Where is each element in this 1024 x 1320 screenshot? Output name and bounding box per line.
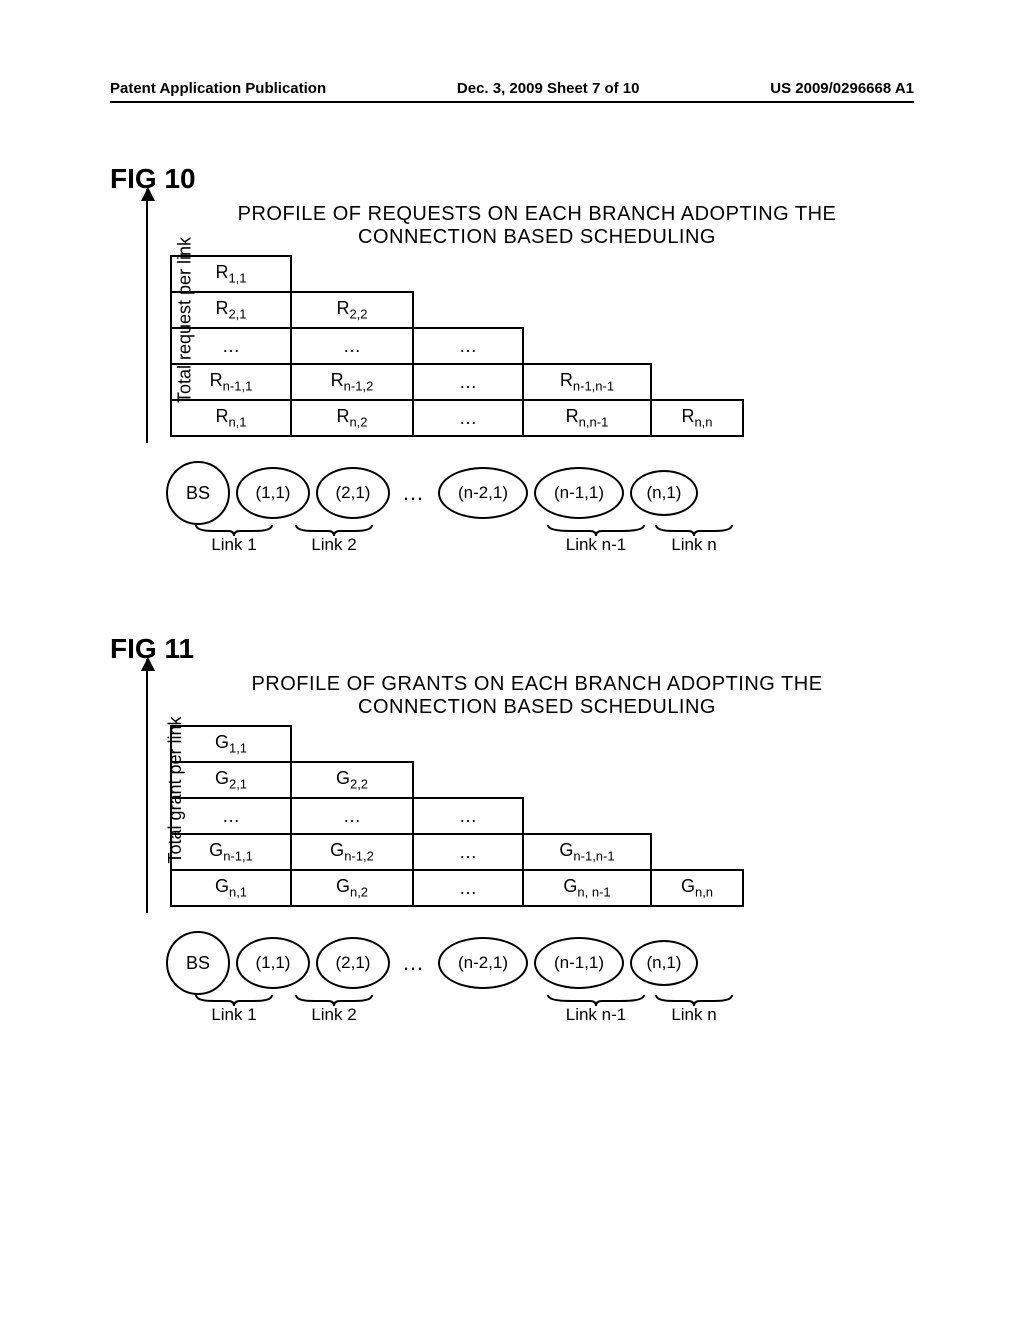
figure-10: FIG 10 PROFILE OF REQUESTS ON EACH BRANC… xyxy=(110,163,914,563)
table-cell: Gn,n xyxy=(651,870,743,906)
node: (n-2,1) xyxy=(438,937,528,989)
link-brace: Link 1 xyxy=(194,993,274,1025)
table-cell: … xyxy=(413,834,523,870)
node: (n,1) xyxy=(630,470,698,516)
node: (1,1) xyxy=(236,937,310,989)
table-cell: … xyxy=(413,328,523,364)
header-left: Patent Application Publication xyxy=(110,80,326,97)
node: (n-1,1) xyxy=(534,467,624,519)
link-brace: Link n xyxy=(654,523,734,555)
figure-11: FIG 11 PROFILE OF GRANTS ON EACH BRANCH … xyxy=(110,633,914,1033)
table-cell: Gn-1,1 xyxy=(171,834,291,870)
node: (1,1) xyxy=(236,467,310,519)
link-brace: Link n-1 xyxy=(546,993,646,1025)
table-cell: … xyxy=(413,798,523,834)
table-cell: Rn,2 xyxy=(291,400,413,436)
node: (n-1,1) xyxy=(534,937,624,989)
link-brace: Link 2 xyxy=(294,523,374,555)
table-cell: G2,2 xyxy=(291,762,413,798)
node: (2,1) xyxy=(316,937,390,989)
fig10-table: R1,1 R2,1 R2,2 … … … Rn-1,1 Rn-1,2 xyxy=(170,255,744,437)
header-center: Dec. 3, 2009 Sheet 7 of 10 xyxy=(457,80,640,97)
node: (2,1) xyxy=(316,467,390,519)
fig10-links: Link 1 Link 2 Link n-1 Link n xyxy=(166,523,914,563)
table-cell: Rn,1 xyxy=(171,400,291,436)
fig11-title: PROFILE OF GRANTS ON EACH BRANCH ADOPTIN… xyxy=(160,673,914,719)
fig11-ylabel: Total grant per link xyxy=(165,716,186,863)
node: (n,1) xyxy=(630,940,698,986)
link-brace: Link n-1 xyxy=(546,523,646,555)
node-bs: BS xyxy=(166,461,230,525)
table-cell: Gn-1,n-1 xyxy=(523,834,651,870)
node: (n-2,1) xyxy=(438,467,528,519)
table-cell: … xyxy=(413,364,523,400)
table-cell: … xyxy=(291,328,413,364)
fig10-label: FIG 10 xyxy=(110,163,914,195)
table-cell: … xyxy=(291,798,413,834)
table-cell: Rn-1,n-1 xyxy=(523,364,651,400)
fig10-ylabel: Total request per link xyxy=(175,237,196,403)
table-cell: Rn-1,2 xyxy=(291,364,413,400)
table-cell: Rn,n-1 xyxy=(523,400,651,436)
table-cell: … xyxy=(171,798,291,834)
table-cell: Gn,2 xyxy=(291,870,413,906)
table-cell: … xyxy=(413,400,523,436)
fig11-chart: PROFILE OF GRANTS ON EACH BRANCH ADOPTIN… xyxy=(110,673,914,907)
table-cell: R2,2 xyxy=(291,292,413,328)
table-cell: … xyxy=(413,870,523,906)
link-brace: Link 2 xyxy=(294,993,374,1025)
link-brace: Link n xyxy=(654,993,734,1025)
page-header: Patent Application Publication Dec. 3, 2… xyxy=(110,80,914,103)
fig11-links: Link 1 Link 2 Link n-1 Link n xyxy=(166,993,914,1033)
y-axis-arrow-icon xyxy=(146,659,148,913)
fig11-nodes: BS (1,1) (2,1) … (n-2,1) (n-1,1) (n,1) xyxy=(166,931,914,995)
table-cell: G1,1 xyxy=(171,726,291,762)
y-axis-arrow-icon xyxy=(146,189,148,443)
table-cell: G2,1 xyxy=(171,762,291,798)
table-cell: Gn-1,2 xyxy=(291,834,413,870)
table-cell: Rn,n xyxy=(651,400,743,436)
fig11-table: G1,1 G2,1 G2,2 … … … Gn-1,1 Gn-1,2 xyxy=(170,725,744,907)
ellipsis-icon: … xyxy=(396,950,432,976)
table-cell: Gn, n-1 xyxy=(523,870,651,906)
table-cell: Gn,1 xyxy=(171,870,291,906)
header-right: US 2009/0296668 A1 xyxy=(770,80,914,97)
fig10-nodes: BS (1,1) (2,1) … (n-2,1) (n-1,1) (n,1) xyxy=(166,461,914,525)
fig11-label: FIG 11 xyxy=(110,633,914,665)
link-brace: Link 1 xyxy=(194,523,274,555)
fig10-title: PROFILE OF REQUESTS ON EACH BRANCH ADOPT… xyxy=(160,203,914,249)
node-bs: BS xyxy=(166,931,230,995)
fig10-chart: PROFILE OF REQUESTS ON EACH BRANCH ADOPT… xyxy=(110,203,914,437)
ellipsis-icon: … xyxy=(396,480,432,506)
